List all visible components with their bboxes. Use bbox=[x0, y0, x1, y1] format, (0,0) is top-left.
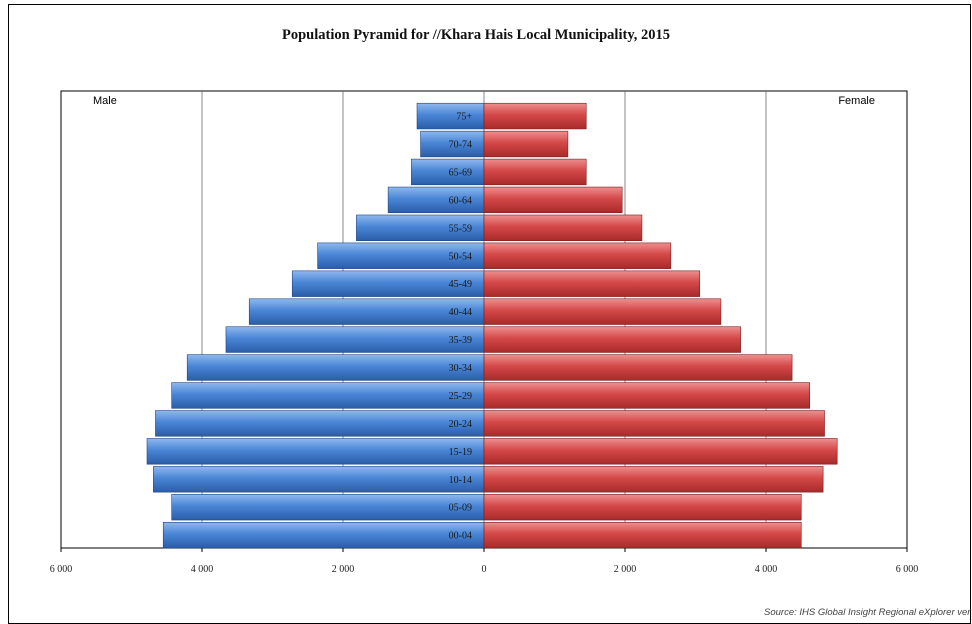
category-label: 65-69 bbox=[449, 167, 472, 178]
bar-female bbox=[483, 410, 825, 437]
bar-male bbox=[171, 494, 485, 521]
bar-female bbox=[483, 102, 587, 130]
category-label: 10-14 bbox=[449, 475, 472, 486]
bar-female bbox=[483, 382, 811, 409]
source-note: Source: IHS Global Insight Regional eXpl… bbox=[764, 607, 971, 617]
bar-male bbox=[416, 102, 485, 130]
category-label: 55-59 bbox=[449, 223, 472, 234]
bar-male bbox=[162, 521, 485, 549]
category-label: 60-64 bbox=[449, 195, 472, 206]
x-tick-label: 0 bbox=[482, 564, 487, 575]
category-label: 30-34 bbox=[449, 363, 472, 374]
bar-male bbox=[146, 438, 485, 465]
category-label: 20-24 bbox=[449, 419, 472, 430]
category-label: 35-39 bbox=[449, 335, 472, 346]
bar-female bbox=[483, 242, 672, 269]
x-tick-label: 4 000 bbox=[755, 564, 778, 575]
bar-female bbox=[483, 521, 802, 549]
category-label: 75+ bbox=[456, 112, 472, 123]
category-label: 25-29 bbox=[449, 391, 472, 402]
bar-male bbox=[420, 130, 485, 158]
bar-male bbox=[411, 158, 485, 186]
bar-male bbox=[248, 298, 485, 325]
bar-male bbox=[225, 326, 485, 353]
category-label: 00-04 bbox=[449, 531, 472, 542]
legend-male: Male bbox=[93, 95, 117, 107]
category-label: 40-44 bbox=[449, 307, 472, 318]
bar-male bbox=[317, 242, 485, 269]
bar-female bbox=[483, 354, 793, 381]
bar-female bbox=[483, 466, 824, 493]
chart-title: Population Pyramid for //Khara Hais Loca… bbox=[282, 27, 670, 43]
bar-female bbox=[483, 438, 838, 465]
bar-male bbox=[291, 270, 485, 297]
bar-female bbox=[483, 186, 623, 214]
bar-female bbox=[483, 494, 802, 521]
bar-male bbox=[155, 410, 485, 437]
category-label: 15-19 bbox=[449, 447, 472, 458]
category-label: 70-74 bbox=[449, 140, 472, 151]
x-tick-label: 2 000 bbox=[614, 564, 637, 575]
bar-female bbox=[483, 214, 643, 241]
population-pyramid-chart: Population Pyramid for //Khara Hais Loca… bbox=[50, 27, 971, 617]
x-tick-label: 6 000 bbox=[50, 564, 73, 575]
category-label: 05-09 bbox=[449, 503, 472, 514]
bar-male bbox=[153, 466, 485, 493]
x-tick-label: 4 000 bbox=[191, 564, 214, 575]
category-label: 45-49 bbox=[449, 279, 472, 290]
x-tick-label: 6 000 bbox=[896, 564, 919, 575]
bar-female bbox=[483, 130, 569, 158]
bar-male bbox=[387, 186, 485, 214]
bar-female bbox=[483, 270, 701, 297]
bar-male bbox=[171, 382, 485, 409]
chart-frame: Population Pyramid for //Khara Hais Loca… bbox=[8, 4, 971, 624]
bar-female bbox=[483, 158, 587, 186]
bar-female bbox=[483, 298, 722, 325]
x-tick-label: 2 000 bbox=[332, 564, 355, 575]
bar-male bbox=[186, 354, 485, 381]
legend-female: Female bbox=[838, 95, 875, 107]
bar-female bbox=[483, 326, 741, 353]
category-label: 50-54 bbox=[449, 251, 472, 262]
